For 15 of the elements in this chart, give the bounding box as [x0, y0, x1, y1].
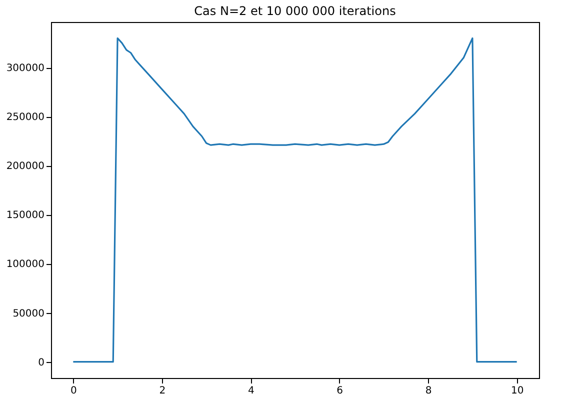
x-tick-label: 4 — [248, 386, 254, 396]
y-tick-label: 250000 — [6, 112, 44, 124]
chart-title: Cas N=2 et 10 000 000 iterations — [194, 4, 396, 18]
x-tick-label: 10 — [510, 386, 524, 396]
y-tick-label: 150000 — [6, 210, 44, 222]
x-tick-label: 2 — [159, 386, 166, 396]
line-series — [72, 37, 518, 363]
y-tick-label: 300000 — [6, 63, 44, 74]
y-tick-label: 0 — [38, 357, 44, 368]
x-tick-label: 8 — [425, 386, 432, 396]
y-tick-label: 100000 — [6, 259, 44, 270]
x-tick-label: 6 — [336, 386, 344, 396]
y-tick-label: 50000 — [12, 308, 44, 320]
y-tick-label: 200000 — [6, 161, 44, 172]
x-tick-label: 0 — [70, 386, 77, 396]
